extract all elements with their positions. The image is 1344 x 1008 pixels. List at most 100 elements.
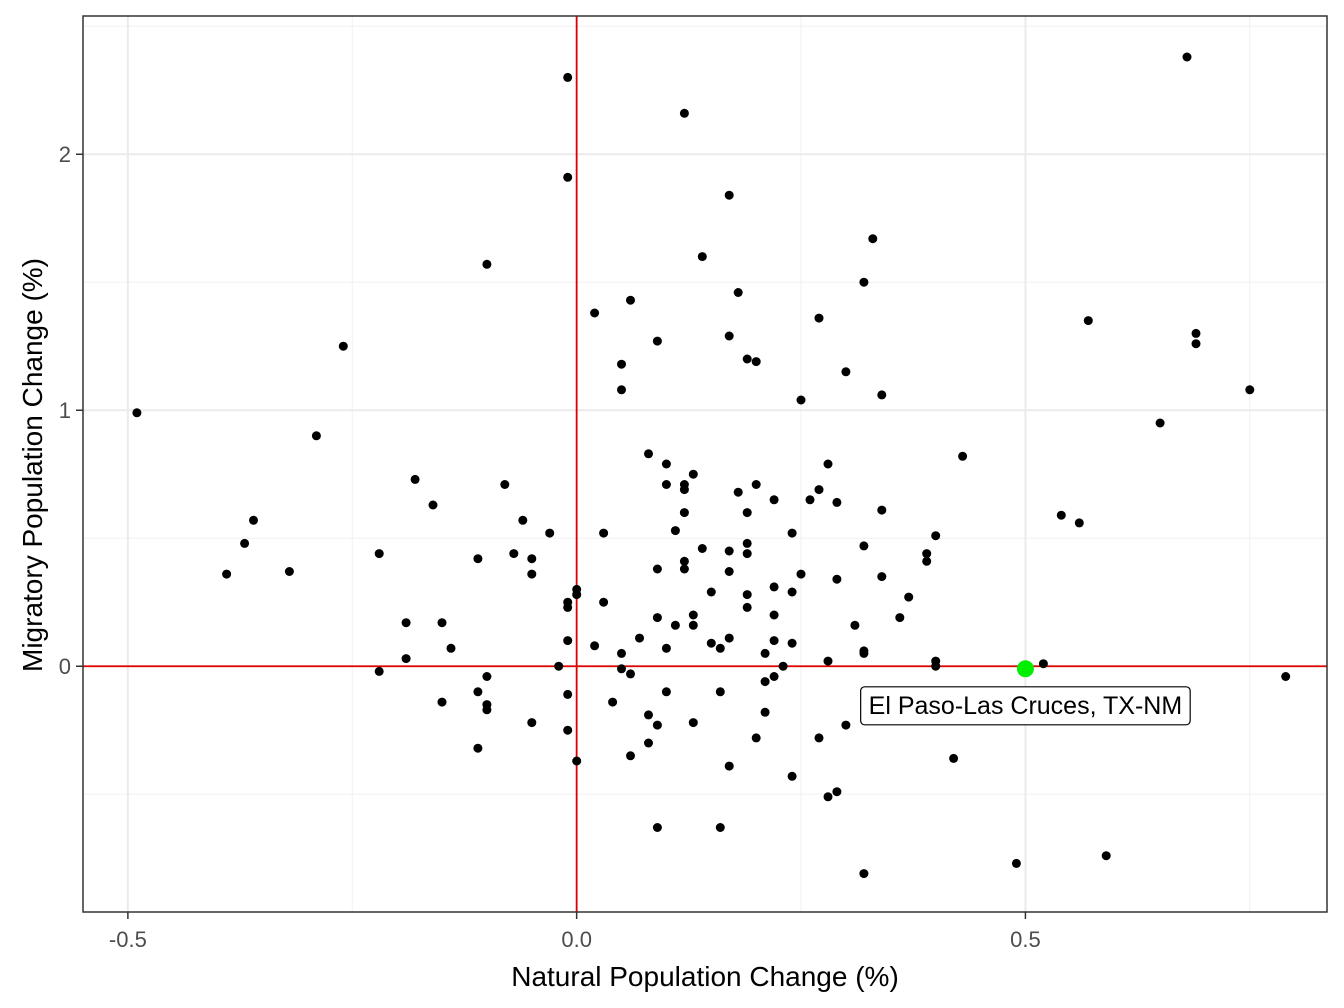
data-point (688, 718, 698, 728)
data-point (1083, 316, 1093, 326)
data-point (1011, 858, 1021, 868)
data-point (841, 720, 851, 730)
highlight-label: El Paso-Las Cruces, TX-NM (869, 692, 1183, 720)
data-point (437, 618, 447, 628)
data-point (805, 495, 815, 505)
data-point (563, 636, 573, 646)
data-point (563, 689, 573, 699)
data-point (590, 308, 600, 318)
data-point (482, 259, 492, 269)
data-point (931, 531, 941, 541)
data-point (446, 643, 456, 653)
data-point (572, 590, 582, 600)
x-tick-label: 0.5 (1010, 927, 1041, 952)
data-point (563, 602, 573, 612)
data-point (1038, 659, 1048, 669)
data-point (742, 508, 752, 518)
data-point (859, 277, 869, 287)
data-point (1155, 418, 1165, 428)
x-axis-title: Natural Population Change (%) (511, 961, 899, 992)
data-point (904, 592, 914, 602)
data-point (814, 313, 824, 323)
data-point (482, 705, 492, 715)
data-point (706, 587, 716, 597)
data-point (769, 636, 779, 646)
data-point (688, 610, 698, 620)
data-point (644, 710, 653, 720)
data-point (715, 823, 725, 832)
data-point (751, 733, 761, 743)
data-point (733, 487, 743, 497)
data-point (652, 720, 662, 730)
data-point (1191, 339, 1201, 349)
data-point (473, 743, 483, 753)
data-point (473, 554, 483, 564)
panel-border (82, 15, 1328, 913)
data-point (724, 546, 734, 556)
data-point (661, 687, 671, 697)
data-point (311, 431, 321, 441)
data-point (679, 485, 689, 495)
data-point (688, 469, 698, 479)
data-point (823, 656, 833, 666)
data-point (338, 341, 348, 351)
data-point (374, 549, 384, 559)
data-point (249, 515, 258, 525)
data-point (437, 697, 447, 707)
data-point (428, 500, 438, 510)
data-point (635, 633, 644, 643)
data-point (617, 648, 626, 658)
data-point (401, 618, 411, 628)
data-point (222, 569, 232, 579)
data-point (778, 661, 788, 671)
data-point (787, 771, 797, 781)
y-tick-label: 2 (59, 142, 71, 167)
data-point (796, 395, 806, 405)
x-axis-ticks: -0.5 0.0 0.5 (109, 912, 1041, 952)
data-point (1182, 52, 1192, 62)
data-point (724, 567, 734, 576)
data-point (751, 357, 761, 367)
data-point (500, 480, 510, 489)
data-point (572, 756, 582, 766)
data-point (706, 638, 716, 648)
data-point (599, 597, 609, 607)
data-point (590, 641, 600, 651)
data-point (742, 549, 752, 559)
minor-gridlines (83, 16, 1327, 912)
data-point (482, 672, 492, 681)
data-point (742, 538, 752, 548)
data-point (401, 654, 411, 664)
y-axis-ticks: 0 1 2 (59, 142, 83, 679)
data-point (1245, 385, 1255, 395)
data-point (760, 707, 770, 717)
data-point (679, 108, 689, 118)
data-point (599, 528, 609, 538)
data-point (563, 72, 573, 82)
data-point (626, 751, 635, 761)
data-point (850, 620, 860, 630)
data-point (240, 538, 250, 548)
data-point (563, 172, 573, 182)
data-point (670, 526, 680, 536)
data-point (563, 725, 573, 735)
data-point (374, 666, 384, 676)
data-point (832, 787, 842, 797)
data-point (626, 295, 635, 305)
data-point (751, 480, 761, 489)
data-point (769, 582, 779, 592)
data-point (626, 669, 635, 679)
data-point (769, 672, 779, 681)
data-point (724, 331, 734, 341)
data-point (715, 643, 725, 653)
data-point (760, 677, 770, 687)
data-point (859, 869, 869, 879)
data-point (895, 613, 905, 623)
data-point (518, 515, 528, 525)
data-point (742, 590, 752, 600)
x-tick-label: 0.0 (561, 927, 592, 952)
data-point (652, 564, 662, 574)
data-point (509, 549, 519, 559)
data-point (617, 359, 626, 369)
data-point (742, 602, 752, 612)
